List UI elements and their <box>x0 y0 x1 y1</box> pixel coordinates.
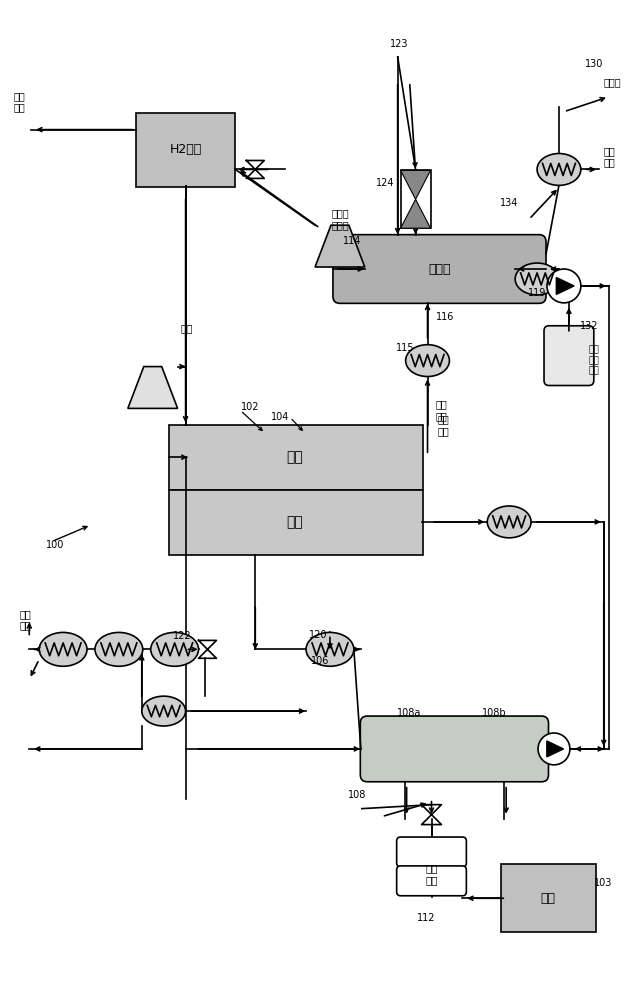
FancyBboxPatch shape <box>333 235 546 303</box>
Bar <box>501 864 596 932</box>
Text: 122: 122 <box>173 631 192 641</box>
Text: 水回收: 水回收 <box>428 263 450 276</box>
Ellipse shape <box>151 632 199 666</box>
Circle shape <box>538 733 570 765</box>
Ellipse shape <box>537 154 581 185</box>
Text: 燃料: 燃料 <box>541 892 555 905</box>
FancyBboxPatch shape <box>397 837 466 867</box>
Bar <box>401 170 431 228</box>
Text: 102: 102 <box>241 402 259 412</box>
Text: 116: 116 <box>436 312 454 322</box>
Text: 排放水: 排放水 <box>604 77 621 87</box>
FancyBboxPatch shape <box>544 326 594 385</box>
Text: 106: 106 <box>311 656 329 666</box>
Text: 124: 124 <box>376 178 395 188</box>
Bar <box>169 490 422 555</box>
Bar <box>169 425 422 490</box>
FancyBboxPatch shape <box>397 866 466 896</box>
Polygon shape <box>401 199 431 228</box>
Text: 废热
回收: 废热 回收 <box>604 146 615 167</box>
Bar <box>136 113 235 187</box>
Text: 115: 115 <box>396 343 415 353</box>
Text: 阳极: 阳极 <box>287 450 304 464</box>
Text: 108b: 108b <box>482 708 507 718</box>
Polygon shape <box>547 741 564 757</box>
Text: 燃料
纯化: 燃料 纯化 <box>426 864 438 885</box>
Text: 空气: 空气 <box>181 323 193 333</box>
Ellipse shape <box>488 506 531 538</box>
Text: 120: 120 <box>309 630 327 640</box>
Text: 阳极
废气: 阳极 废气 <box>436 400 447 421</box>
Ellipse shape <box>515 263 559 295</box>
Polygon shape <box>315 225 365 267</box>
Text: 废热
回收: 废热 回收 <box>19 609 31 630</box>
Ellipse shape <box>306 632 354 666</box>
Text: 阴极: 阴极 <box>287 515 304 529</box>
Text: 氢气
出口: 氢气 出口 <box>13 91 25 113</box>
Ellipse shape <box>95 632 142 666</box>
Text: 103: 103 <box>594 878 612 888</box>
Ellipse shape <box>39 632 87 666</box>
Text: 114: 114 <box>343 236 361 246</box>
Text: H2纯化: H2纯化 <box>169 143 202 156</box>
Text: 132: 132 <box>580 321 598 331</box>
Text: 104: 104 <box>271 412 289 422</box>
Text: 阳极
废气: 阳极 废气 <box>438 415 449 436</box>
Text: 134: 134 <box>500 198 518 208</box>
FancyBboxPatch shape <box>360 716 548 782</box>
Text: 108: 108 <box>348 790 366 800</box>
Text: 112: 112 <box>417 913 436 923</box>
Text: 119: 119 <box>528 288 546 298</box>
Text: 123: 123 <box>390 39 409 49</box>
Polygon shape <box>128 367 178 408</box>
Polygon shape <box>557 277 574 294</box>
Text: 108a: 108a <box>397 708 422 718</box>
Text: 启动
水搁
光器: 启动 水搁 光器 <box>589 346 599 376</box>
Circle shape <box>547 269 581 303</box>
Text: 100: 100 <box>46 540 65 550</box>
Ellipse shape <box>406 345 449 377</box>
Text: 130: 130 <box>585 59 603 69</box>
Ellipse shape <box>142 696 185 726</box>
Polygon shape <box>401 170 431 199</box>
Text: 冷水机
冷凝水: 冷水机 冷凝水 <box>331 208 349 230</box>
